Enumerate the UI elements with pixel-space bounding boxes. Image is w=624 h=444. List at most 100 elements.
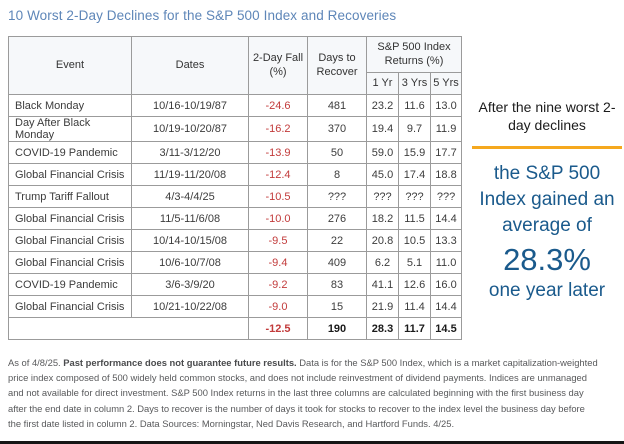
return-1yr-cell: 21.9 — [366, 295, 399, 318]
days-to-recover-cell: ??? — [307, 185, 367, 208]
footnote-disclaimer-bold: Past performance does not guarantee futu… — [63, 357, 297, 368]
table-body: Black Monday 10/16-10/19/87 -24.6 481 23.2 11… — [8, 94, 463, 340]
bottom-border-bar — [0, 441, 624, 444]
return-1yr-cell: 18.2 — [366, 207, 399, 230]
dates-cell: 3/6-3/9/20 — [131, 273, 249, 296]
two-day-fall-cell: -10.0 — [248, 207, 308, 230]
return-1yr-cell: 20.8 — [366, 229, 399, 252]
days-to-recover-cell: 15 — [307, 295, 367, 318]
two-day-fall-cell: -16.2 — [248, 116, 308, 142]
dates-cell: 3/11-3/12/20 — [131, 141, 249, 164]
column-header-days-to-recover: Days to Recover — [307, 36, 367, 95]
dates-cell: 10/14-10/15/08 — [131, 229, 249, 252]
event-cell: COVID-19 Pandemic — [8, 141, 132, 164]
dates-cell: 4/3-4/4/25 — [131, 185, 249, 208]
table-row: Global Financial Crisis 10/21-10/22/08 -9.… — [8, 295, 463, 318]
return-1yr-cell: 23.2 — [366, 94, 399, 117]
average-return-5yrs-cell: 14.5 — [429, 317, 463, 340]
days-to-recover-cell: 83 — [307, 273, 367, 296]
return-5yrs-cell: 11.0 — [429, 251, 463, 274]
callout-highlight-value: 28.3% — [503, 241, 591, 277]
table-row: Global Financial Crisis 11/19-11/20/08 -12… — [8, 163, 463, 186]
table-row: Day After Black Monday 10/19-10/20/87 -16.… — [8, 116, 463, 142]
days-to-recover-cell: 370 — [307, 116, 367, 142]
callout-body-text: the S&P 500 Index gained an average of — [479, 162, 615, 237]
column-header-3yrs: 3 Yrs — [398, 72, 431, 95]
two-day-fall-cell: -9.0 — [248, 295, 308, 318]
return-3yrs-cell: 9.7 — [398, 116, 431, 142]
table-row: COVID-19 Pandemic 3/6-3/9/20 -9.2 83 41.1 12.… — [8, 273, 463, 296]
callout-tail-text: one year later — [488, 280, 606, 302]
dates-cell: 11/19-11/20/08 — [131, 163, 249, 186]
column-header-1yr: 1 Yr — [366, 72, 399, 95]
return-3yrs-cell: 17.4 — [398, 163, 431, 186]
return-3yrs-cell: 11.6 — [398, 94, 431, 117]
column-header-dates: Dates — [131, 36, 249, 95]
footnote-prefix: As of 4/8/25. — [8, 357, 64, 368]
average-two-day-fall-cell: -12.5 — [248, 317, 308, 340]
table-row: Global Financial Crisis 10/6-10/7/08 -9.4 4… — [8, 251, 463, 274]
two-day-fall-cell: -13.9 — [248, 141, 308, 164]
declines-table-wrapper: Event Dates 2-Day Fall (%) Days to Recov… — [8, 36, 463, 340]
column-header-two-day-fall: 2-Day Fall (%) — [248, 36, 308, 95]
return-1yr-cell: ??? — [366, 185, 399, 208]
callout-lead-text: After the nine worst 2-day declines — [478, 99, 616, 134]
return-3yrs-cell: 12.6 — [398, 273, 431, 296]
table-row: Trump Tariff Fallout 4/3-4/4/25 -10.5?????… — [8, 185, 463, 208]
two-day-fall-cell: -24.6 — [248, 94, 308, 117]
event-cell: Global Financial Crisis — [8, 251, 132, 274]
average-return-1yr-cell: 28.3 — [366, 317, 399, 340]
callout-panel: After the nine worst 2-day declines the … — [462, 36, 624, 304]
return-1yr-cell: 59.0 — [366, 141, 399, 164]
two-day-fall-cell: -9.2 — [248, 273, 308, 296]
return-1yr-cell: 41.1 — [366, 273, 399, 296]
dates-cell: 11/5-11/6/08 — [131, 207, 249, 230]
event-cell: Day After Black Monday — [8, 116, 132, 142]
days-to-recover-cell: 481 — [307, 94, 367, 117]
two-day-fall-cell: -12.4 — [248, 163, 308, 186]
return-5yrs-cell: 13.0 — [429, 94, 463, 117]
content-area: Event Dates 2-Day Fall (%) Days to Recov… — [0, 36, 624, 340]
footnote: As of 4/8/25. Past performance does not … — [8, 355, 598, 431]
return-5yrs-cell: 18.8 — [429, 163, 463, 186]
footnote-rest: Data is for the S&P 500 Index, which is … — [8, 357, 598, 429]
return-5yrs-cell: 17.7 — [429, 141, 463, 164]
declines-table: Event Dates 2-Day Fall (%) Days to Recov… — [8, 36, 463, 340]
return-5yrs-cell: 13.3 — [429, 229, 463, 252]
dates-cell: 10/6-10/7/08 — [131, 251, 249, 274]
return-3yrs-cell: 15.9 — [398, 141, 431, 164]
return-5yrs-cell: 14.4 — [429, 207, 463, 230]
event-cell: COVID-19 Pandemic — [8, 273, 132, 296]
table-row: Black Monday 10/16-10/19/87 -24.6 481 23.2 11… — [8, 94, 463, 117]
column-header-returns-group: S&P 500 Index Returns (%) — [365, 36, 463, 73]
return-3yrs-cell: 5.1 — [398, 251, 431, 274]
return-3yrs-cell: 10.5 — [398, 229, 431, 252]
table-row: Global Financial Crisis 10/14-10/15/08 -9.… — [8, 229, 463, 252]
return-1yr-cell: 6.2 — [366, 251, 399, 274]
two-day-fall-cell: -10.5 — [248, 185, 308, 208]
return-5yrs-cell: ??? — [429, 185, 463, 208]
return-3yrs-cell: 11.4 — [398, 295, 431, 318]
days-to-recover-cell: 50 — [307, 141, 367, 164]
two-day-fall-cell: -9.4 — [248, 251, 308, 274]
return-1yr-cell: 45.0 — [366, 163, 399, 186]
event-cell: Trump Tariff Fallout — [8, 185, 132, 208]
days-to-recover-cell: 276 — [307, 207, 367, 230]
event-cell: Global Financial Crisis — [8, 295, 132, 318]
return-3yrs-cell: 11.5 — [398, 207, 431, 230]
event-cell: Black Monday — [8, 94, 132, 117]
days-to-recover-cell: 8 — [307, 163, 367, 186]
days-to-recover-cell: 22 — [307, 229, 367, 252]
two-day-fall-cell: -9.5 — [248, 229, 308, 252]
table-row: COVID-19 Pandemic 3/11-3/12/20 -13.9 50 59.0… — [8, 141, 463, 164]
return-1yr-cell: 19.4 — [366, 116, 399, 142]
table-row: Global Financial Crisis 11/5-11/6/08 -10.0… — [8, 207, 463, 230]
column-header-event: Event — [8, 36, 132, 95]
days-to-recover-cell: 409 — [307, 251, 367, 274]
column-header-5yrs: 5 Yrs — [429, 72, 463, 95]
return-3yrs-cell: ??? — [398, 185, 431, 208]
table-average-row: -12.5 190 28.3 11.7 14.5 — [8, 317, 463, 340]
orange-divider — [472, 145, 622, 149]
event-cell: Global Financial Crisis — [8, 229, 132, 252]
